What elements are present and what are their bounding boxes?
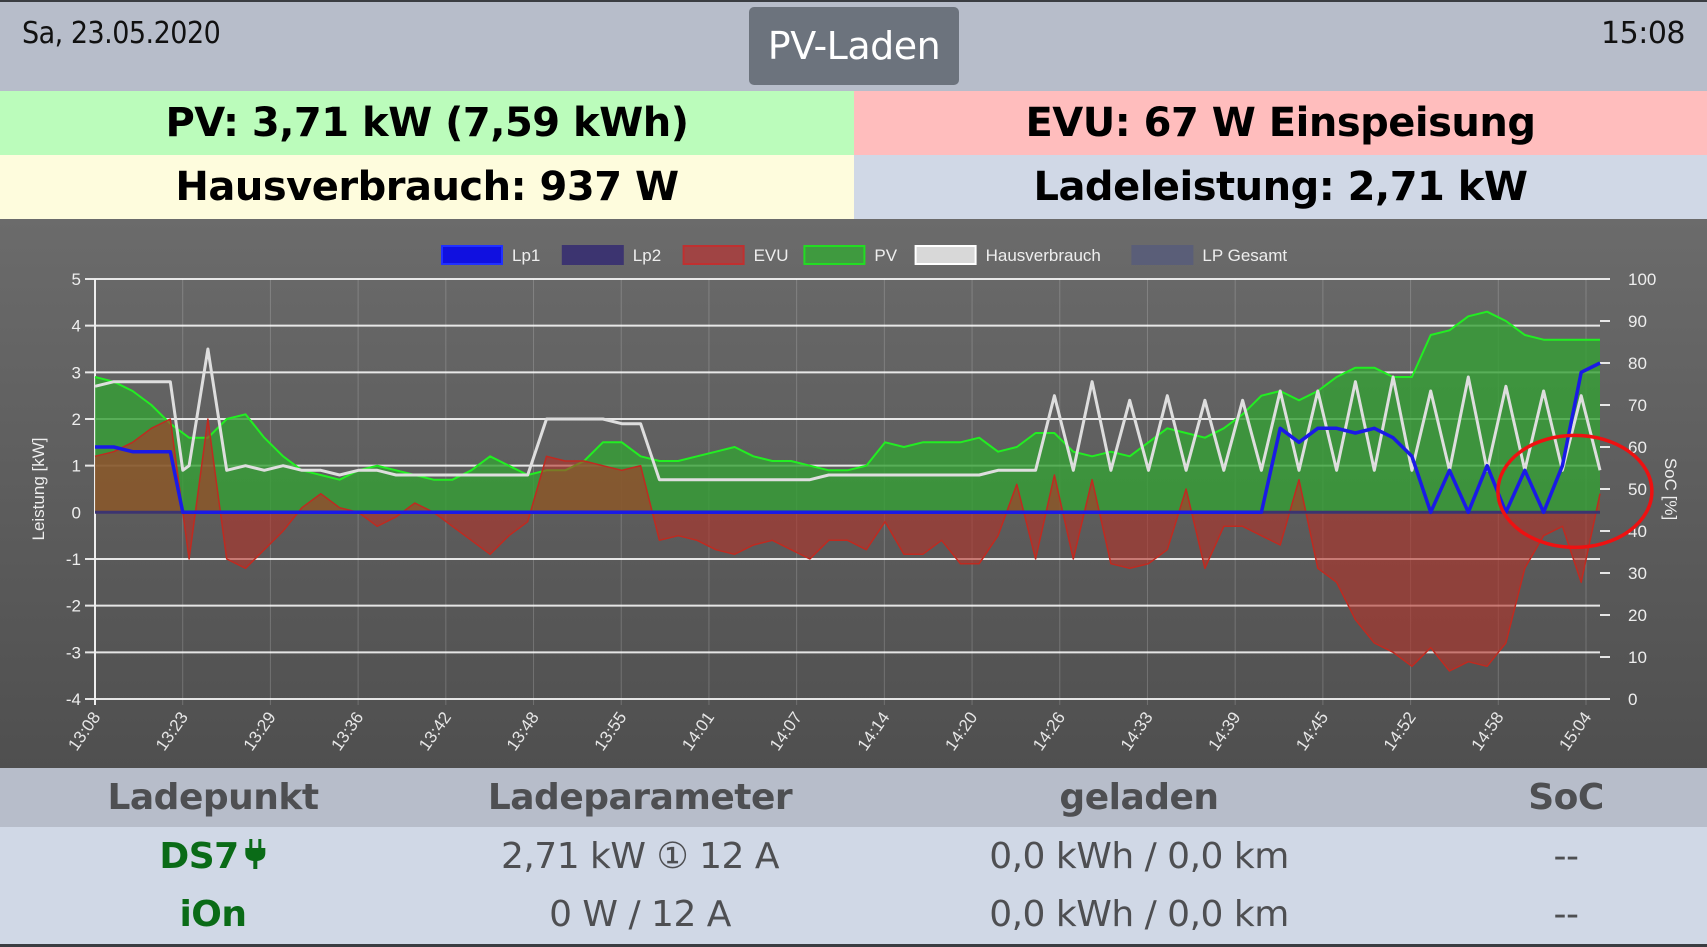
x-tick-label: 14:39 bbox=[1204, 708, 1244, 754]
legend-swatch-evu bbox=[682, 245, 745, 265]
legend-label: EVU bbox=[754, 246, 789, 265]
y-tick-label: -3 bbox=[66, 643, 81, 662]
y-tick-label: -4 bbox=[66, 690, 81, 709]
chargepoint-ion-params: 0 W / 12 A bbox=[549, 894, 731, 935]
column-header-geladen: geladen bbox=[1059, 777, 1219, 818]
y-tick-label: 5 bbox=[72, 270, 81, 289]
y-tick-label: 3 bbox=[72, 363, 81, 382]
y2-tick-label: 50 bbox=[1628, 480, 1647, 499]
chargepoint-ds7-charged: 0,0 kWh / 0,0 km bbox=[989, 836, 1289, 877]
highlight-ellipse bbox=[1496, 433, 1654, 550]
date-display: Sa, 23.05.2020 bbox=[22, 16, 221, 51]
charging-power-status: Ladeleistung: 2,71 kW bbox=[854, 155, 1707, 219]
y-tick-label: 2 bbox=[72, 410, 81, 429]
x-tick-label: 13:29 bbox=[240, 708, 280, 754]
x-tick-label: 13:23 bbox=[152, 708, 192, 754]
chargepoint-name: DS7 bbox=[159, 836, 239, 877]
chargepoint-ds7-params: 2,71 kW ① 12 A bbox=[500, 836, 780, 877]
y2-tick-label: 90 bbox=[1628, 312, 1647, 331]
x-tick-label: 13:42 bbox=[415, 708, 455, 754]
plug-icon bbox=[245, 838, 267, 879]
chargepoint-ds7[interactable]: DS7 bbox=[159, 836, 266, 879]
y2-tick-label: 80 bbox=[1628, 354, 1647, 373]
x-tick-label: 14:58 bbox=[1468, 708, 1508, 754]
legend-swatch-hausverbrauch bbox=[914, 245, 977, 265]
chargepoint-table-header bbox=[0, 768, 1707, 827]
y2-tick-label: 30 bbox=[1628, 564, 1647, 583]
power-chart: 13:08 13:23 13:29 13:36 13:42 13:48 13:55 14:01… bbox=[0, 219, 1707, 768]
chargepoint-ion[interactable]: iOn bbox=[179, 894, 247, 935]
x-tick-label: 14:07 bbox=[766, 708, 806, 754]
legend-label: LP Gesamt bbox=[1202, 246, 1287, 265]
legend-swatch-lp-gesamt bbox=[1131, 245, 1194, 265]
evu-series-line bbox=[94, 418, 1601, 672]
lp1-series-line bbox=[95, 361, 1601, 515]
pv-series-line bbox=[94, 310, 1600, 481]
bottom-border bbox=[0, 944, 1707, 947]
charge-mode-button[interactable]: PV-Laden bbox=[749, 7, 959, 85]
x-tick-label: 14:01 bbox=[678, 708, 718, 754]
x-tick-label: 13:36 bbox=[327, 708, 367, 754]
legend-label: Lp2 bbox=[633, 246, 661, 265]
x-tick-label: 15:04 bbox=[1555, 708, 1595, 754]
chargepoint-ds7-soc: -- bbox=[1553, 836, 1579, 877]
x-tick-label: 13:08 bbox=[64, 708, 104, 754]
y-tick-label: 1 bbox=[72, 457, 81, 476]
y-axis-title: Leistung [kW] bbox=[29, 438, 48, 541]
time-display: 15:08 bbox=[1601, 16, 1685, 51]
x-tick-label: 14:33 bbox=[1117, 708, 1157, 754]
top-bar: Sa, 23.05.2020 PV-Laden 15:08 bbox=[0, 0, 1707, 91]
column-header-ladeparameter: Ladeparameter bbox=[487, 777, 793, 818]
y-tick-label: -1 bbox=[66, 550, 81, 569]
chargepoint-ion-soc: -- bbox=[1553, 894, 1579, 935]
power-chart-canvas: 13:08 13:23 13:29 13:36 13:42 13:48 13:55 14:01… bbox=[29, 245, 1680, 754]
x-tick-label: 14:14 bbox=[854, 708, 894, 754]
legend-label: PV bbox=[874, 246, 897, 265]
column-header-ladepunkt: Ladepunkt bbox=[107, 777, 319, 818]
pv-series-area bbox=[95, 311, 1600, 513]
y2-tick-label: 100 bbox=[1628, 270, 1656, 289]
y2-tick-label: 0 bbox=[1628, 690, 1637, 709]
x-tick-label: 14:20 bbox=[941, 708, 981, 754]
x-tick-label: 14:52 bbox=[1380, 708, 1420, 754]
y-tick-label: 0 bbox=[72, 503, 81, 522]
x-tick-label: 13:55 bbox=[591, 708, 631, 754]
y-tick-label: -2 bbox=[66, 597, 81, 616]
y2-tick-label: 20 bbox=[1628, 606, 1647, 625]
pv-status: PV: 3,71 kW (7,59 kWh) bbox=[0, 91, 854, 155]
house-consumption-status: Hausverbrauch: 937 W bbox=[0, 155, 854, 219]
legend-swatch-pv bbox=[803, 245, 866, 265]
y2-axis-title: SoC [%] bbox=[1661, 458, 1680, 520]
house-series-line bbox=[94, 347, 1602, 482]
y-tick-label: 4 bbox=[72, 317, 81, 336]
legend-label: Hausverbrauch bbox=[986, 246, 1101, 265]
evu-status: EVU: 67 W Einspeisung bbox=[854, 91, 1707, 155]
y2-tick-label: 70 bbox=[1628, 396, 1647, 415]
x-tick-label: 13:48 bbox=[503, 708, 543, 754]
legend-swatch-lp2 bbox=[561, 245, 624, 265]
evu-series-area bbox=[95, 419, 1600, 671]
x-tick-label: 14:26 bbox=[1029, 708, 1069, 754]
x-tick-label: 14:45 bbox=[1292, 708, 1332, 754]
chargepoint-table-body bbox=[0, 827, 1707, 944]
column-header-soc: SoC bbox=[1528, 777, 1604, 818]
chargepoint-ion-charged: 0,0 kWh / 0,0 km bbox=[989, 894, 1289, 935]
y2-tick-label: 10 bbox=[1628, 648, 1647, 667]
legend-swatch-lp1 bbox=[441, 245, 503, 265]
legend-label: Lp1 bbox=[512, 246, 540, 265]
